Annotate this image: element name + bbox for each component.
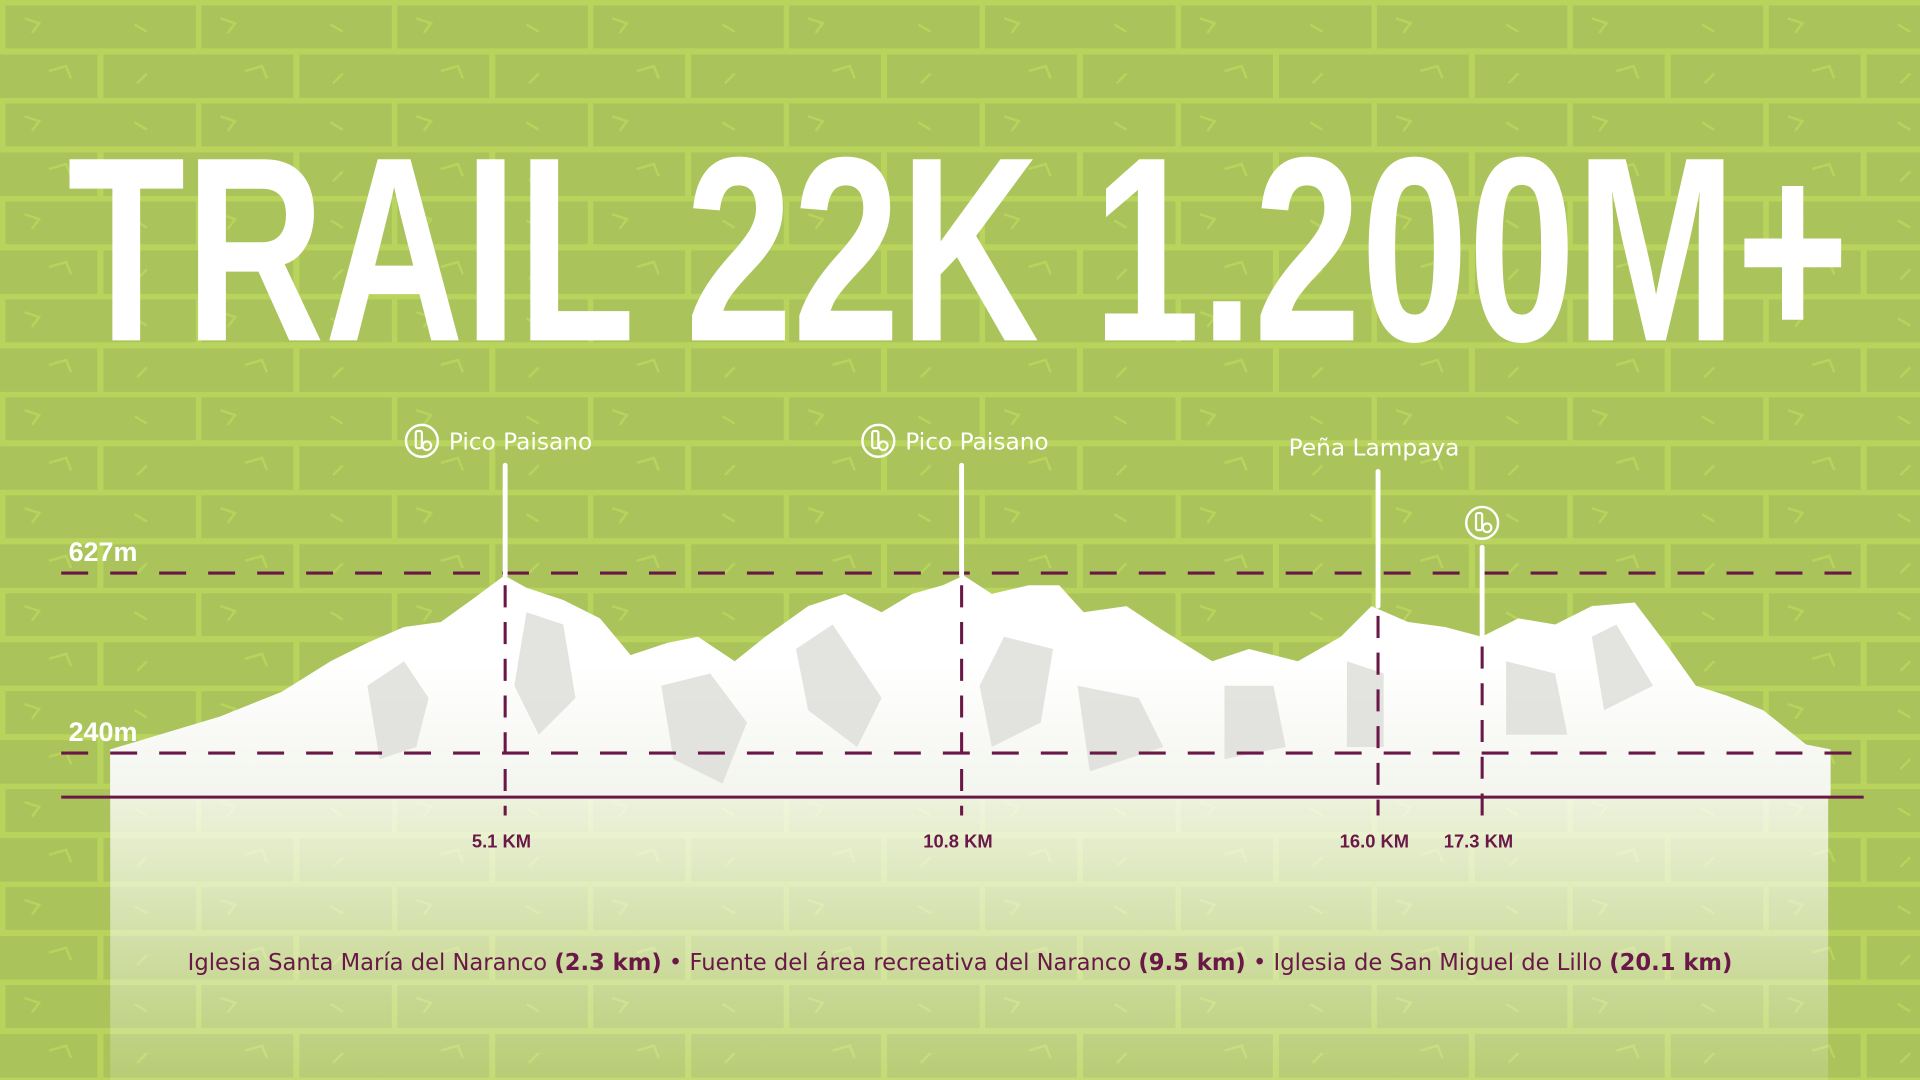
landmark-distance: (9.5 km) <box>1138 950 1245 976</box>
lower-fade-panel <box>110 749 1829 1080</box>
footer-landmarks: Iglesia Santa María del Naranco (2.3 km)… <box>188 950 1733 976</box>
landmark-name: Iglesia Santa María del Naranco <box>188 950 547 976</box>
separator: • <box>1253 950 1266 976</box>
landmark-distance: (2.3 km) <box>554 950 661 976</box>
km-label: 10.8 KM <box>923 830 992 851</box>
water-bottle-icon <box>861 423 896 458</box>
poster-title: TRAIL 22K 1.200M+ <box>67 102 1849 396</box>
km-label: 17.3 KM <box>1444 830 1513 851</box>
water-bottle-icon <box>1465 505 1500 540</box>
km-label: 16.0 KM <box>1340 830 1409 851</box>
landmark-name: Iglesia de San Miguel de Lillo <box>1274 950 1603 976</box>
peak-name: Peña Lampaya <box>1289 435 1460 462</box>
peak-name: Pico Paisano <box>905 428 1048 455</box>
elevation-label: 240m <box>69 717 138 747</box>
rock-shading <box>367 612 1654 784</box>
peak-name: Pico Paisano <box>449 428 592 455</box>
water-bottle-icon <box>404 423 440 458</box>
km-label: 5.1 KM <box>472 830 531 851</box>
landmark-name: Fuente del área recreativa del Naranco <box>689 950 1131 976</box>
landmark-distance: (20.1 km) <box>1609 950 1732 976</box>
separator: • <box>669 950 682 976</box>
elevation-label: 627m <box>69 537 138 567</box>
